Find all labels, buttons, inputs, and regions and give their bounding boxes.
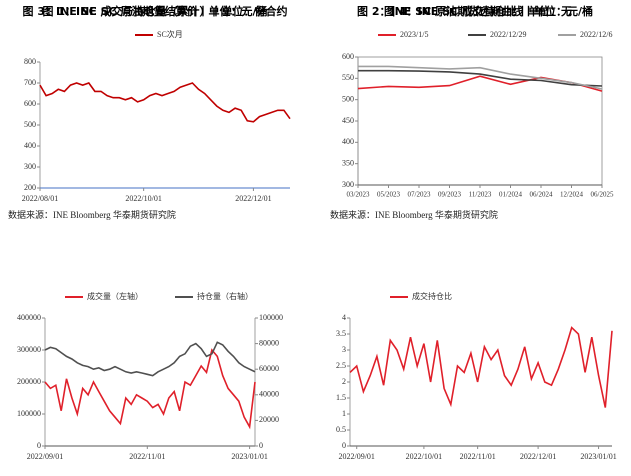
series-line <box>358 69 603 87</box>
y-tick-label: 2 <box>342 377 346 386</box>
y-tick-label: 500 <box>342 94 354 103</box>
legend-label: 2023/1/5 <box>400 30 428 39</box>
y-tick-label: 1.5 <box>336 393 346 402</box>
chart-title: 图 2：INE SC 原油期货远期曲线丨单位：元/桶 <box>357 4 593 18</box>
x-tick-label: 2022/09/01 <box>27 452 63 461</box>
x-tick-label: 11/2023 <box>469 191 492 199</box>
y2-tick-label: 20000 <box>259 415 279 424</box>
y-tick-label: 550 <box>342 73 354 82</box>
legend-label: SC次月 <box>157 29 183 39</box>
y-tick-label: 300 <box>342 180 354 189</box>
y-tick-label: 450 <box>342 116 354 125</box>
y-tick-label: 200 <box>24 183 36 192</box>
y-tick-label: 0 <box>37 441 41 450</box>
y-tick-label: 3 <box>342 345 346 354</box>
y-tick-label: 500 <box>24 120 36 129</box>
y-tick-label: 300 <box>24 162 36 171</box>
x-tick-label: 2022/08/01 <box>22 194 58 203</box>
y2-tick-label: 0 <box>259 441 263 450</box>
x-tick-label: 03/2023 <box>347 191 370 199</box>
series-line <box>349 326 613 408</box>
x-tick-label: 05/2023 <box>377 191 400 199</box>
y2-tick-label: 40000 <box>259 390 279 399</box>
x-tick-label: 06/2025 <box>591 191 614 199</box>
y2-tick-label: 100000 <box>259 313 283 322</box>
y-tick-label: 400 <box>342 137 354 146</box>
source-note: 数据来源：INE Bloomberg 华泰期货研究院 <box>8 209 176 220</box>
x-tick-label: 2023/01/01 <box>231 452 267 461</box>
y-tick-label: 0.5 <box>336 425 346 434</box>
y-tick-label: 4 <box>342 313 346 322</box>
chart-title: 图 4：INE SC 成交持仓比丨单位：无 <box>384 4 572 18</box>
legend-label: 2022/12/29 <box>490 30 526 39</box>
x-tick-label: 01/2024 <box>499 191 522 199</box>
y-tick-label: 600 <box>342 52 354 61</box>
x-tick-label: 2022/09/01 <box>338 452 374 461</box>
x-tick-label: 2022/10/01 <box>406 452 442 461</box>
series-line <box>39 82 291 123</box>
y-tick-label: 300000 <box>17 345 41 354</box>
series-line <box>358 65 603 90</box>
x-tick-label: 07/2023 <box>408 191 431 199</box>
x-tick-label: 09/2023 <box>438 191 461 199</box>
x-tick-label: 2022/10/01 <box>125 194 161 203</box>
y-tick-label: 100000 <box>17 409 41 418</box>
y-tick-label: 400 <box>24 141 36 150</box>
legend-label: 成交量（左轴） <box>87 291 143 301</box>
x-tick-label: 2022/11/01 <box>460 452 496 461</box>
y-tick-label: 200000 <box>17 377 41 386</box>
legend-label: 持仓量（右轴） <box>197 291 253 301</box>
y-tick-label: 400000 <box>17 313 41 322</box>
chart-title: 图 1：INE SC 原油期货结算价丨单位：元/桶 <box>43 4 268 18</box>
y-tick-label: 350 <box>342 158 354 167</box>
y-tick-label: 700 <box>24 78 36 87</box>
series-line <box>44 341 256 377</box>
legend-label: 2022/12/6 <box>580 30 612 39</box>
legend-label: 成交持仓比 <box>412 291 452 301</box>
y-tick-label: 2.5 <box>336 361 346 370</box>
chart-title: 图 3：INE SC 成交与持仓量（累计）丨单位：份合约 <box>23 4 288 18</box>
y-tick-label: 1 <box>342 409 346 418</box>
y-tick-label: 600 <box>24 99 36 108</box>
x-tick-label: 2023/01/01 <box>580 452 616 461</box>
y2-tick-label: 80000 <box>259 338 279 347</box>
x-tick-label: 06/2024 <box>530 191 553 199</box>
y-tick-label: 800 <box>24 57 36 66</box>
x-tick-label: 12/2024 <box>560 191 583 199</box>
y-tick-label: 0 <box>342 441 346 450</box>
source-note: 数据来源：INE Bloomberg 华泰期货研究院 <box>330 209 498 220</box>
x-tick-label: 2022/12/01 <box>235 194 271 203</box>
y2-tick-label: 60000 <box>259 364 279 373</box>
series-line <box>44 348 256 430</box>
x-tick-label: 2022/12/01 <box>520 452 556 461</box>
y-tick-label: 3.5 <box>336 329 346 338</box>
x-tick-label: 2022/11/01 <box>129 452 165 461</box>
